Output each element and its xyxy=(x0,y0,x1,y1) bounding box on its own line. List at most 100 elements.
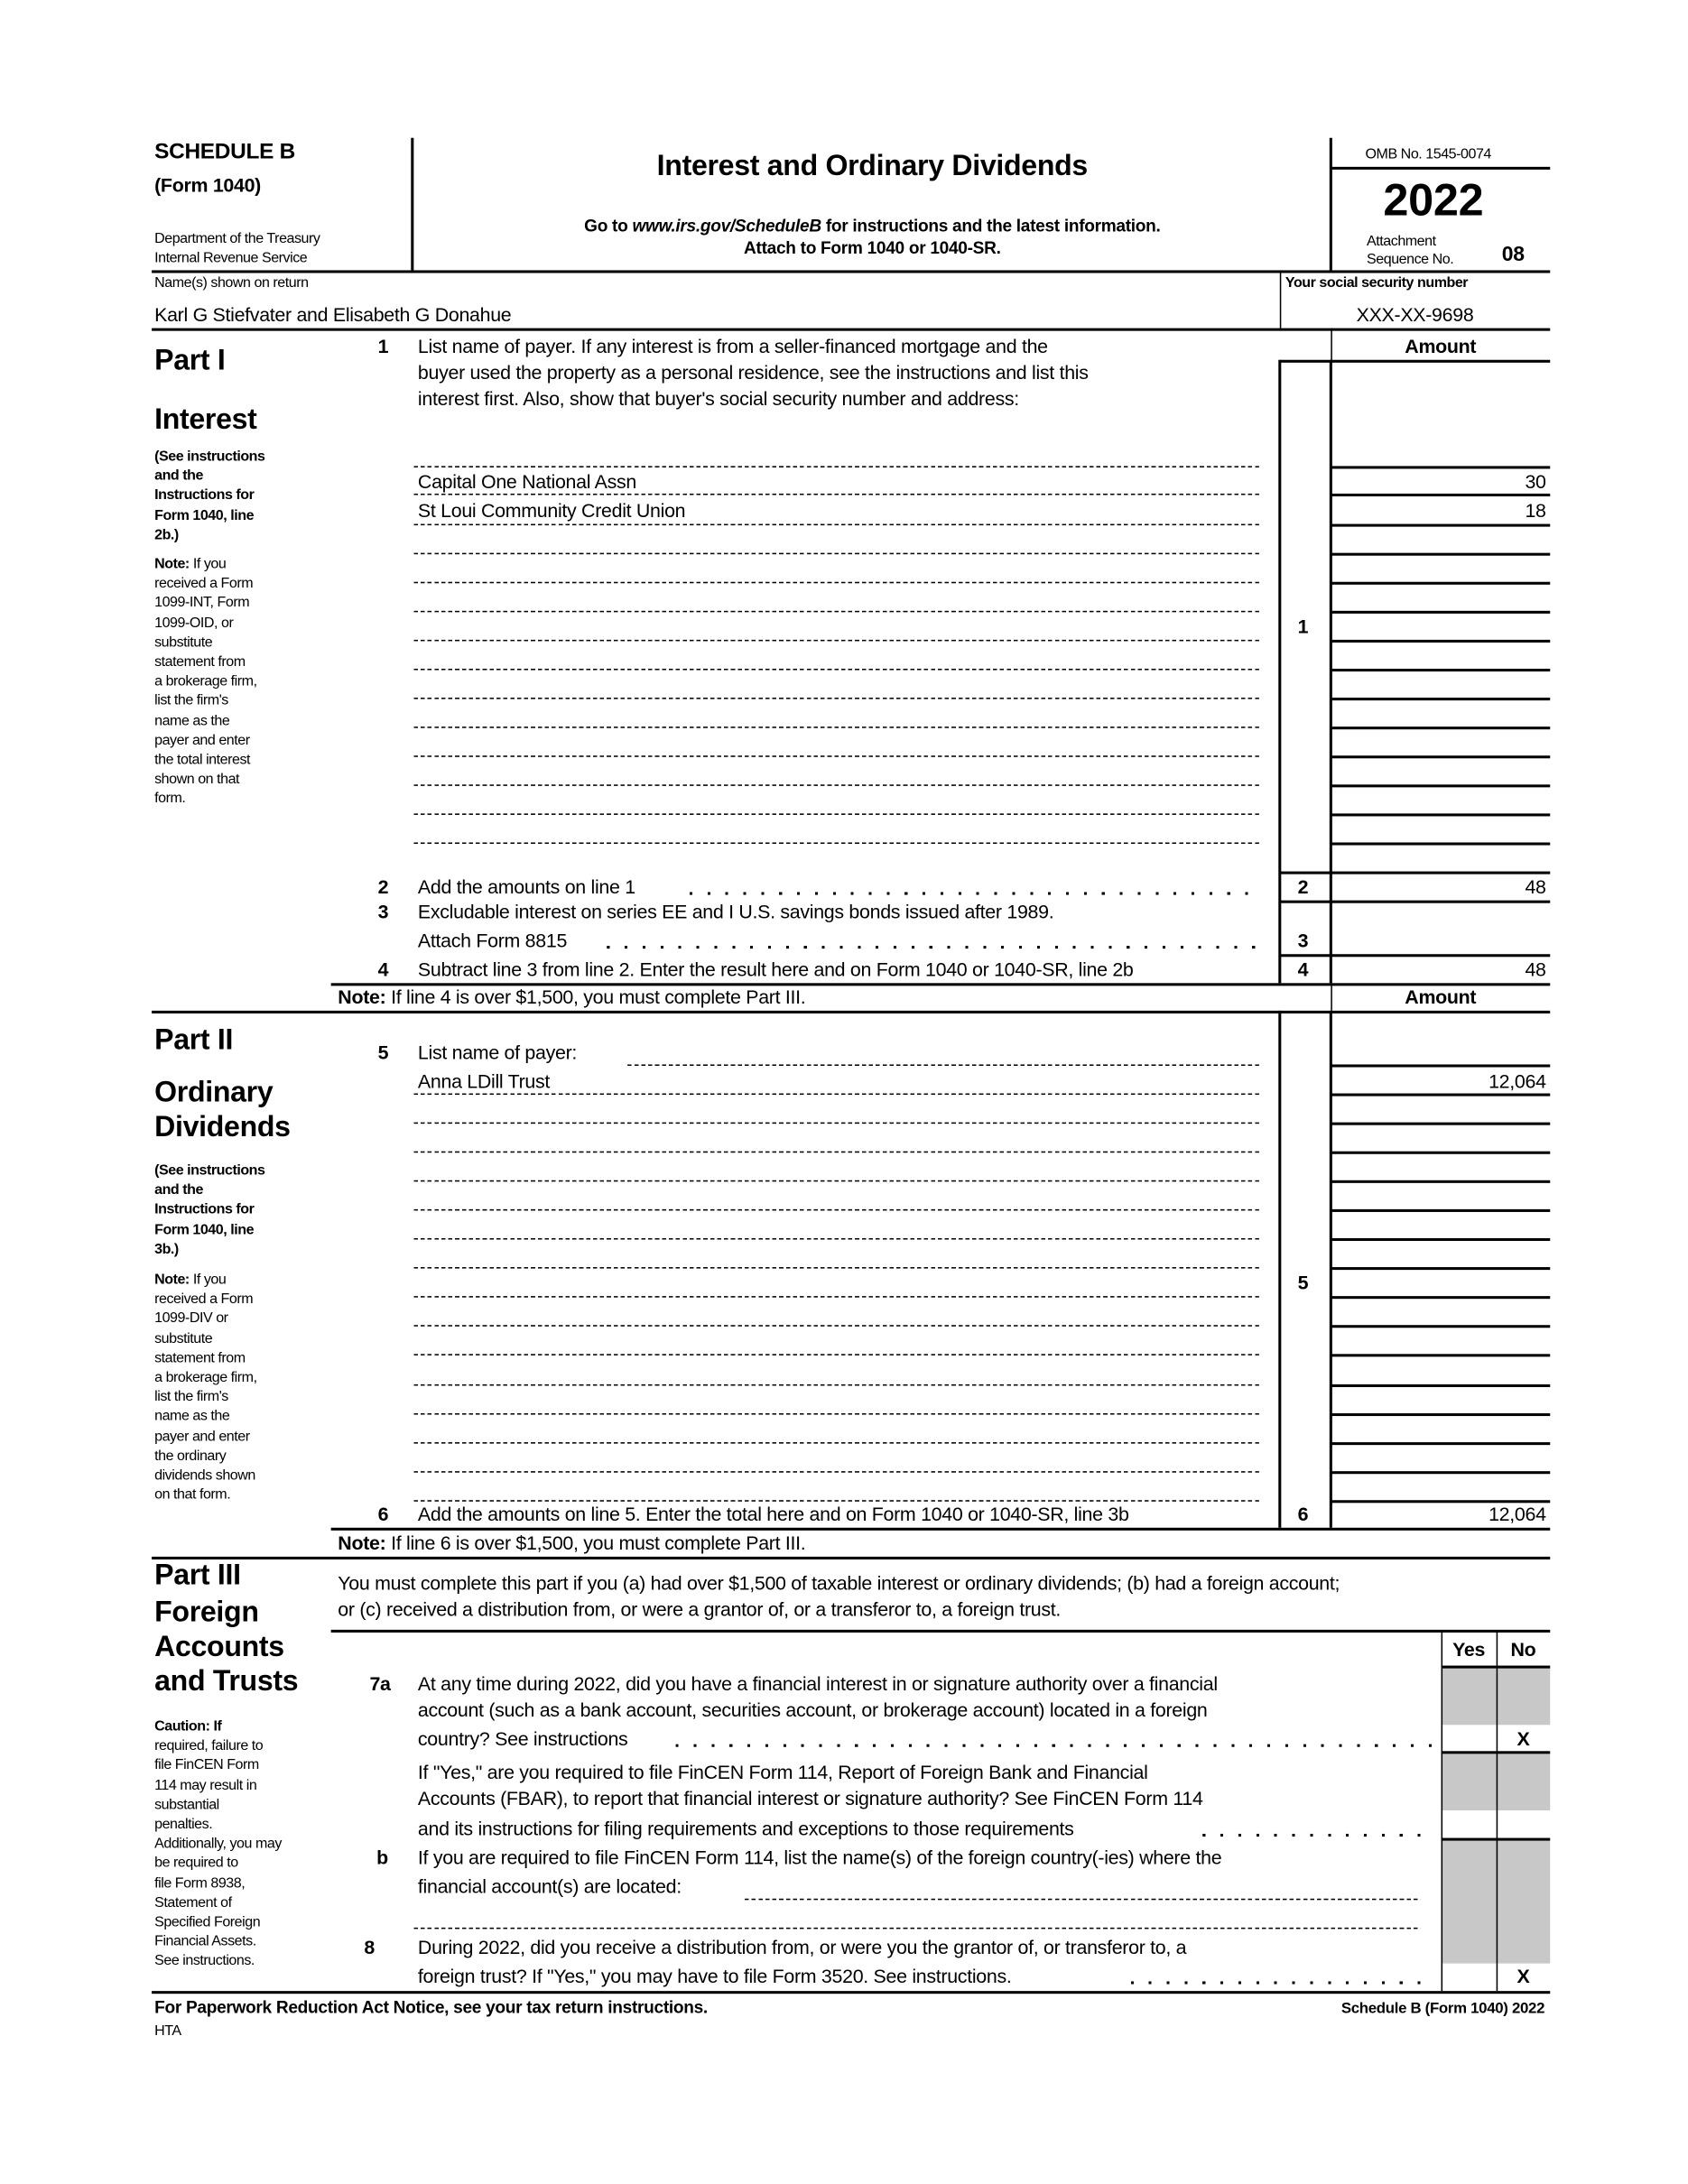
line2-number: 2 xyxy=(377,875,389,898)
payer-input-line[interactable] xyxy=(413,698,1259,699)
amount-input-line[interactable] xyxy=(1331,1267,1551,1271)
payer-input-line[interactable] xyxy=(413,1151,1259,1153)
payer-input-line[interactable] xyxy=(413,1412,1259,1415)
divider xyxy=(1279,871,1551,875)
amount-input-line[interactable] xyxy=(1331,1471,1551,1475)
amount-input-line[interactable] xyxy=(1331,1237,1551,1242)
amount-input-line[interactable] xyxy=(1331,726,1551,730)
amount-input-line[interactable] xyxy=(1331,1122,1551,1125)
payer-input-line[interactable] xyxy=(413,813,1259,815)
payer-input-line[interactable] xyxy=(627,1064,1259,1066)
line4-amount[interactable]: 48 xyxy=(1525,958,1546,981)
part2-label: Part II xyxy=(154,1024,234,1057)
amount-input-line[interactable] xyxy=(1331,1412,1551,1417)
q7a2-text-3: and its instructions for filing requirem… xyxy=(417,1817,1074,1840)
amount-input-line[interactable] xyxy=(1331,755,1551,759)
payer-input-line[interactable] xyxy=(413,552,1259,555)
payer-input-line[interactable] xyxy=(413,610,1259,613)
amount-input-line[interactable] xyxy=(1331,784,1551,788)
q7a-no-checkbox[interactable]: X xyxy=(1516,1727,1530,1750)
hta-label: HTA xyxy=(154,2022,181,2040)
divider xyxy=(1331,328,1332,362)
payer-input-line[interactable] xyxy=(413,1384,1259,1386)
divider xyxy=(152,1991,1551,1994)
shaded-cell xyxy=(1441,1667,1551,1726)
payer-input-line[interactable] xyxy=(413,581,1259,584)
q8-no-checkbox[interactable]: X xyxy=(1516,1965,1530,1987)
amount-input-line[interactable] xyxy=(1331,1325,1551,1328)
payer-amount[interactable]: 18 xyxy=(1525,499,1546,522)
payer-input-line[interactable] xyxy=(413,726,1259,728)
amount-input-line[interactable] xyxy=(1331,1500,1551,1504)
payer-input-line[interactable] xyxy=(413,842,1259,845)
payer-input-line[interactable] xyxy=(413,523,1259,526)
taxpayer-name[interactable]: Karl G Stiefvater and Elisabeth G Donahu… xyxy=(154,303,512,326)
amount-input-line[interactable] xyxy=(1331,668,1551,672)
amount-input-line[interactable] xyxy=(1331,1064,1551,1068)
line6-box: 6 xyxy=(1297,1503,1309,1525)
line2-amount[interactable]: 48 xyxy=(1525,875,1546,898)
payer-input-line[interactable] xyxy=(413,1296,1259,1298)
note-line: 3b.) xyxy=(154,1240,179,1258)
amount-input-line[interactable] xyxy=(1331,493,1551,497)
amount-input-line[interactable] xyxy=(1331,466,1551,469)
payer-input-line[interactable] xyxy=(413,639,1259,642)
dept-label: Department of the Treasury xyxy=(154,230,320,247)
amount-input-line[interactable] xyxy=(1331,1354,1551,1357)
amount-input-line[interactable] xyxy=(1331,813,1551,817)
payer-input-line[interactable] xyxy=(413,668,1259,671)
amount-input-line[interactable] xyxy=(1331,552,1551,556)
amount-input-line[interactable] xyxy=(1331,581,1551,585)
payer-input-line[interactable] xyxy=(413,1267,1259,1269)
irs-link[interactable]: www.irs.gov/ScheduleB xyxy=(632,216,821,236)
payer-input-line[interactable] xyxy=(413,1093,1259,1096)
amount-input-line[interactable] xyxy=(1331,698,1551,701)
payer-input-line[interactable] xyxy=(413,1180,1259,1182)
line1-box: 1 xyxy=(1297,615,1309,637)
yes-header: Yes xyxy=(1452,1638,1486,1661)
amount-input-line[interactable] xyxy=(1331,1442,1551,1446)
note-line: received a Form xyxy=(154,575,254,592)
note-line: form. xyxy=(154,791,186,808)
payer-input-line[interactable] xyxy=(413,1471,1259,1473)
divider xyxy=(152,1556,1551,1559)
leader-dots xyxy=(1130,1981,1434,1985)
payer-input-line[interactable] xyxy=(413,1208,1259,1211)
amount-input-line[interactable] xyxy=(1331,610,1551,614)
amount-input-line[interactable] xyxy=(1331,1384,1551,1387)
note-text: If line 6 is over $1,500, you must compl… xyxy=(385,1532,806,1554)
line6-amount[interactable]: 12,064 xyxy=(1489,1503,1546,1525)
payer-amount[interactable]: 30 xyxy=(1525,469,1546,493)
payer-input-line[interactable] xyxy=(413,755,1259,757)
payer-name[interactable]: St Loui Community Credit Union xyxy=(417,499,686,522)
line5-box: 5 xyxy=(1297,1271,1309,1294)
payer-amount[interactable]: 12,064 xyxy=(1489,1069,1546,1093)
payer-name[interactable]: Anna LDill Trust xyxy=(417,1069,551,1093)
payer-input-line[interactable] xyxy=(413,1325,1259,1327)
country-input-line[interactable] xyxy=(413,1927,1421,1930)
note-line: See instructions. xyxy=(154,1953,255,1970)
ssn-value[interactable]: XXX-XX-9698 xyxy=(1356,303,1474,326)
divider xyxy=(1279,359,1551,363)
shaded-cell xyxy=(1441,1754,1551,1811)
country-input-line[interactable] xyxy=(745,1898,1421,1901)
payer-input-line[interactable] xyxy=(413,466,1259,467)
payer-input-line[interactable] xyxy=(413,1354,1259,1356)
payer-input-line[interactable] xyxy=(413,1122,1259,1124)
amount-input-line[interactable] xyxy=(1331,1180,1551,1183)
payer-input-line[interactable] xyxy=(413,1500,1259,1502)
amount-input-line[interactable] xyxy=(1331,1208,1551,1212)
payer-input-line[interactable] xyxy=(413,1442,1259,1444)
divider xyxy=(1441,1631,1443,1992)
amount-input-line[interactable] xyxy=(1331,1296,1551,1300)
payer-name[interactable]: Capital One National Assn xyxy=(417,469,636,493)
payer-input-line[interactable] xyxy=(413,493,1259,495)
payer-input-line[interactable] xyxy=(413,784,1259,786)
amount-input-line[interactable] xyxy=(1331,842,1551,846)
amount-input-line[interactable] xyxy=(1331,1093,1551,1097)
payer-input-line[interactable] xyxy=(413,1237,1259,1240)
amount-input-line[interactable] xyxy=(1331,523,1551,527)
amount-input-line[interactable] xyxy=(1331,1151,1551,1154)
amount-input-line[interactable] xyxy=(1331,639,1551,643)
